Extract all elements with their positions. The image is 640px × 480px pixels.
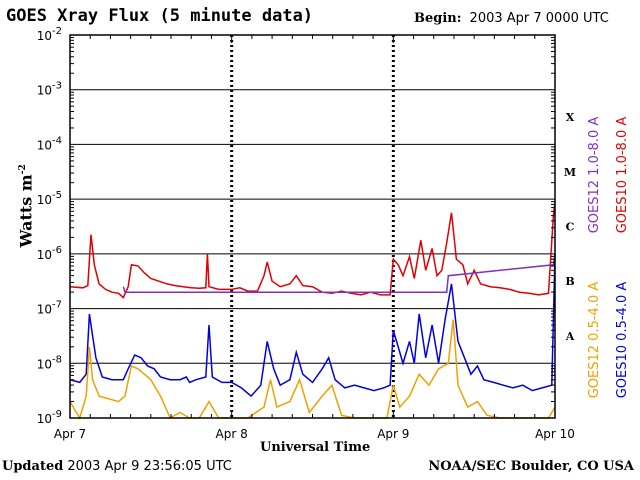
series-line — [122, 253, 556, 293]
flare-class-label: M — [564, 166, 576, 179]
legend-entry: GOES10 1.0-8.0 A — [615, 117, 630, 234]
updated-value: 2003 Apr 9 23:56:05 UTC — [67, 459, 232, 474]
x-tick-label: Apr 10 — [535, 427, 575, 441]
updated-label: Updated — [2, 459, 64, 474]
y-tick-label: 10-5 — [37, 190, 62, 207]
flare-class-label: B — [565, 275, 574, 288]
begin-info: Begin: 2003 Apr 7 0000 UTC — [414, 11, 609, 26]
x-tick-label: Apr 9 — [377, 427, 409, 441]
legend-entry: GOES12 1.0-8.0 A — [587, 117, 602, 234]
x-tick-label: Apr 7 — [54, 427, 86, 441]
series-line — [69, 253, 556, 398]
y-tick-label: 10-3 — [37, 81, 62, 98]
y-tick-label: 10-4 — [37, 135, 62, 152]
legend-entry: GOES10 0.5-4.0 A — [615, 282, 630, 399]
begin-value: 2003 Apr 7 0000 UTC — [469, 11, 609, 26]
x-tick-label: Apr 8 — [216, 427, 248, 441]
updated-info: Updated 2003 Apr 9 23:56:05 UTC — [2, 459, 232, 474]
chart-title: GOES Xray Flux (5 minute data) — [6, 6, 314, 26]
x-axis-label: Universal Time — [260, 440, 371, 455]
y-tick-label: 10-7 — [37, 300, 62, 317]
y-tick-label: 10-9 — [37, 409, 62, 426]
credit-line: NOAA/SEC Boulder, CO USA — [428, 459, 634, 474]
series-line — [69, 319, 556, 420]
flare-class-label: C — [566, 221, 575, 234]
flare-class-label: X — [566, 111, 575, 124]
begin-label: Begin: — [414, 11, 462, 26]
series-line — [69, 201, 556, 299]
y-tick-label: 10-8 — [37, 354, 62, 371]
legend-entry: GOES12 0.5-4.0 A — [587, 282, 602, 399]
y-tick-label: 10-6 — [37, 245, 62, 262]
y-tick-label: 10-2 — [37, 26, 62, 43]
flare-class-label: A — [565, 330, 575, 343]
